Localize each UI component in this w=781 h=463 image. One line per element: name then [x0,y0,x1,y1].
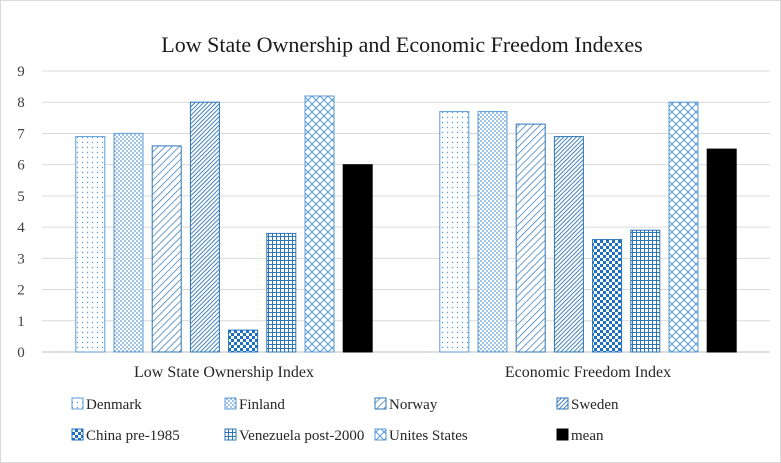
x-axis-categories: Low State Ownership Index Economic Freedo… [134,364,671,381]
chart-title: Low State Ownership and Economic Freedom… [161,32,642,57]
legend-swatch-sweden [556,397,569,410]
legend-label-finland: Finland [239,397,285,413]
legend-label-venezuela-post-2000: Venezuela post-2000 [239,428,364,444]
bar-norway [515,123,546,353]
y-axis-ticks: 0 1 2 3 4 5 6 7 8 9 [17,64,25,361]
bar-china-pre-1985 [228,329,259,353]
legend-swatch-norway [374,397,387,410]
y-tick-label: 8 [17,95,25,111]
y-tick-label: 1 [17,314,25,330]
legend-swatch-mean [556,428,569,441]
legend-label-norway: Norway [389,397,438,413]
legend-label-unites-states: Unites States [389,428,468,444]
y-tick-label: 5 [17,189,25,205]
bar-sweden [189,101,220,353]
bars [75,95,737,353]
bar-unites-states [668,101,699,353]
bar-mean [342,164,373,353]
legend-swatch-denmark [71,397,84,410]
y-tick-label: 0 [17,345,25,361]
bar-sweden [553,136,584,353]
category-label: Economic Freedom Index [505,364,671,381]
y-tick-label: 6 [17,158,25,174]
legend-swatch-finland [224,397,237,410]
bar-china-pre-1985 [592,239,623,353]
y-tick-label: 2 [17,283,25,299]
bar-finland [113,132,144,353]
y-tick-label: 4 [17,220,25,236]
bar-venezuela-post-2000 [630,229,661,353]
legend-label-denmark: Denmark [86,397,142,413]
gridlines [42,70,770,353]
legend: Denmark Finland Norway Sweden China pre-1985… [71,397,619,444]
bar-unites-states [304,95,335,353]
category-label: Low State Ownership Index [134,364,314,381]
bar-finland [477,111,508,353]
y-tick-label: 9 [17,64,25,80]
bar-denmark [439,111,470,353]
legend-swatch-unites-states [374,428,387,441]
legend-swatch-venezuela-post-2000 [224,428,237,441]
bar-venezuela-post-2000 [266,232,297,353]
legend-label-mean: mean [571,428,604,444]
legend-swatch-china-pre-1985 [71,428,84,441]
y-tick-label: 7 [17,126,25,142]
legend-label-sweden: Sweden [571,397,619,413]
y-tick-label: 3 [17,251,25,267]
bar-norway [151,145,182,353]
bar-denmark [75,136,106,353]
bar-mean [706,148,737,353]
legend-label-china-pre-1985: China pre-1985 [86,428,180,444]
